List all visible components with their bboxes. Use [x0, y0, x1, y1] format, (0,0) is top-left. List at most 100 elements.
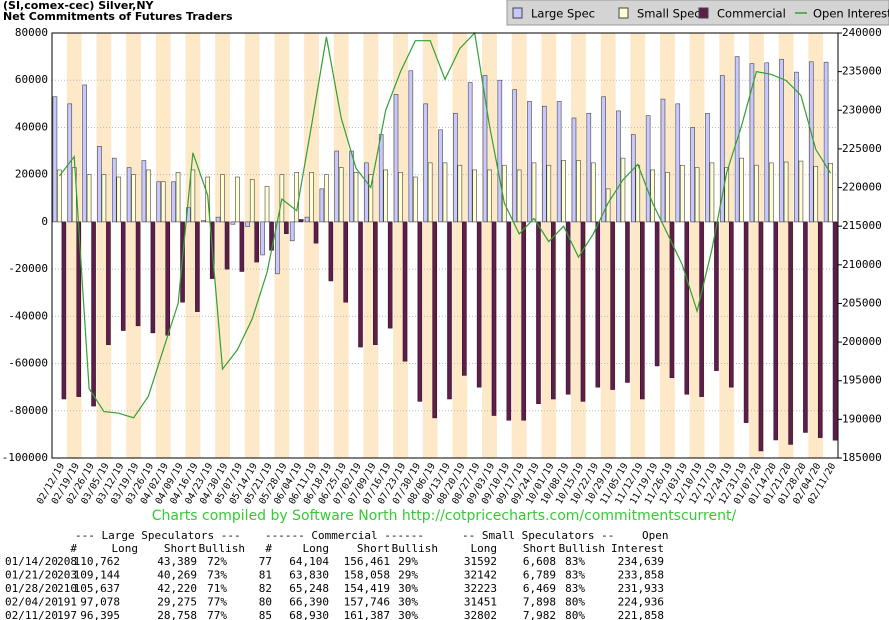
- bar: [616, 110, 621, 223]
- bar: [506, 221, 512, 421]
- table-cell: 29,275: [157, 596, 197, 609]
- bar: [120, 221, 126, 331]
- bar: [832, 221, 838, 441]
- table-header: Short: [164, 542, 197, 555]
- bar: [714, 221, 719, 371]
- bar: [546, 164, 552, 223]
- bar: [601, 96, 606, 223]
- table-cell: 29%: [398, 555, 418, 568]
- bar: [551, 221, 556, 400]
- table-cell: 80%: [565, 609, 585, 620]
- bar: [586, 112, 592, 223]
- table-cell: 156,461: [344, 555, 390, 568]
- bar: [160, 181, 166, 223]
- table-header: Long: [471, 542, 498, 555]
- table-cell: 30%: [398, 582, 418, 595]
- bar: [328, 221, 334, 282]
- bar: [610, 221, 615, 390]
- bar: [690, 127, 695, 223]
- bar: [635, 164, 641, 223]
- table-cell: 80: [259, 596, 272, 609]
- y2-tick-label: 205000: [842, 296, 882, 309]
- bar: [245, 221, 251, 227]
- stripe: [155, 33, 171, 458]
- bar: [728, 221, 734, 388]
- y-tick-label: -60000: [8, 357, 48, 370]
- table-cell: 31451: [464, 596, 497, 609]
- table-cell: 83%: [565, 582, 585, 595]
- legend-swatch: [512, 7, 523, 19]
- bar: [794, 71, 799, 223]
- bar: [754, 164, 759, 223]
- bar: [220, 174, 225, 223]
- bar: [254, 221, 260, 263]
- bar: [749, 63, 755, 223]
- table-cell: 77%: [207, 596, 227, 609]
- bar: [398, 172, 403, 223]
- legend-label: Large Spec: [531, 7, 595, 21]
- bar: [580, 221, 586, 402]
- bar: [135, 221, 141, 327]
- bar: [165, 221, 171, 336]
- legend-label: Open Interest: [813, 7, 889, 21]
- y2-tick-label: 235000: [842, 65, 882, 78]
- y-tick-label: -40000: [8, 309, 48, 322]
- table-cell: 221,858: [618, 609, 664, 620]
- bar: [279, 174, 285, 223]
- bar: [313, 221, 319, 244]
- bar: [298, 219, 304, 223]
- stripe: [333, 33, 349, 458]
- table-cell: 85: [259, 609, 272, 620]
- bar: [284, 221, 289, 234]
- bar: [536, 221, 541, 404]
- bar: [338, 167, 344, 223]
- bar: [719, 75, 725, 223]
- table-cell: 73%: [207, 569, 227, 582]
- bar: [758, 221, 764, 452]
- y-tick-label: 40000: [15, 120, 48, 133]
- table-cell: 154,419: [344, 582, 390, 595]
- bar: [639, 221, 645, 400]
- y2-tick-label: 215000: [842, 219, 882, 232]
- bar: [620, 157, 626, 223]
- bar: [743, 221, 749, 423]
- table-cell: 64,104: [289, 555, 329, 568]
- bar: [699, 221, 704, 397]
- bar: [457, 164, 463, 223]
- bar: [561, 160, 566, 223]
- table-cell: 197: [57, 609, 77, 620]
- bar: [625, 221, 630, 383]
- y2-tick-label: 225000: [842, 142, 882, 155]
- chart-subtitle: Net Commitments of Futures Traders: [3, 10, 233, 23]
- bar: [828, 162, 833, 223]
- table-cell: 96,395: [80, 609, 120, 620]
- bar: [675, 103, 681, 223]
- table-header: Long: [303, 542, 330, 555]
- bar: [630, 134, 636, 223]
- y-tick-label: 0: [41, 215, 48, 228]
- line: [58, 31, 832, 419]
- bar: [141, 160, 147, 223]
- bar: [86, 174, 92, 223]
- bar: [171, 181, 176, 223]
- y-tick-label: -80000: [8, 404, 48, 417]
- table-cell: 72%: [207, 555, 227, 568]
- bar: [334, 150, 339, 223]
- bar: [462, 221, 467, 376]
- bar: [709, 162, 715, 223]
- stripe: [363, 33, 379, 458]
- stripe: [274, 33, 290, 458]
- bar: [694, 167, 700, 223]
- bar: [665, 172, 670, 223]
- bar: [773, 221, 779, 441]
- table-cell: 231,933: [618, 582, 664, 595]
- bar: [368, 174, 374, 223]
- bar: [260, 221, 265, 256]
- bar: [591, 162, 596, 223]
- bar: [264, 186, 270, 223]
- bar: [82, 84, 87, 223]
- legend-swatch: [618, 7, 629, 19]
- table-header: Bullish: [199, 542, 245, 555]
- table-cell: 6,608: [523, 555, 556, 568]
- bar: [423, 103, 428, 223]
